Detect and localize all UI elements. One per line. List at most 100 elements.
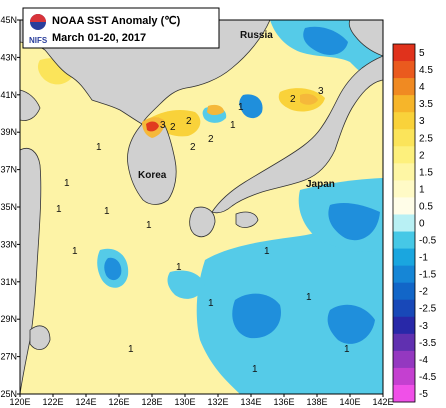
colorbar-label: 4.5 [419,65,433,76]
x-tick-label: 138E [306,397,327,407]
colorbar-label: -4.5 [419,372,437,383]
colorbar-swatch [393,350,415,369]
contour-label: 1 [72,246,78,257]
colorbar-label: 5 [419,48,425,59]
colorbar-label: -2.5 [419,304,437,315]
contour-label: 3 [318,86,324,97]
colorbar-swatch [393,282,415,301]
nifs-logo-red-half [30,14,46,22]
colorbar-label: 1.5 [419,167,433,178]
y-tick-label: 39N [0,127,17,137]
title-box-background [22,7,220,49]
deep-cool-region-north [303,26,348,55]
contour-label: 2 [186,116,192,127]
land-shikoku [235,211,259,228]
y-tick-label: 25N [0,389,17,399]
place-label-russia: Russia [240,30,273,41]
y-tick-label: 27N [0,352,17,362]
colorbar-label: -1 [419,253,428,264]
y-tick-label: 37N [0,165,17,175]
y-tick-label: 41N [0,90,17,100]
colorbar-swatch [393,299,415,318]
hot-anomaly-east-sea-center [207,104,224,115]
colorbar-label: 1 [419,184,425,195]
contour-label: 2 [208,134,214,145]
x-tick-label: 132E [207,397,228,407]
colorbar-label: -1.5 [419,270,437,281]
x-tick-label: 128E [141,397,162,407]
colorbar-label: 0 [419,219,425,230]
colorbar-swatch [393,265,415,284]
title-line-1: NOAA SST Anomaly (℃) [52,15,181,27]
colorbar-label: 0.5 [419,201,433,212]
x-tick-label: 134E [240,397,261,407]
x-tick-label: 126E [108,397,129,407]
contour-label: 1 [128,344,134,355]
colorbar-swatch [393,78,415,96]
colorbar-swatch [393,197,415,215]
y-tick-label: 31N [0,277,17,287]
contour-label: 1 [56,204,62,215]
colorbar-label: 3.5 [419,99,433,110]
y-tick-label: 33N [0,239,17,249]
colorbar-label: -0.5 [419,236,437,247]
colorbar-label: 4 [419,82,425,93]
x-axis-ticks: 120E 122E 124E 126E 128E 130E 132E 134E 136E 138E… [9,394,394,407]
contour-label: 2 [170,122,176,133]
contour-label: 1 [344,344,350,355]
x-tick-label: 130E [174,397,195,407]
colorbar-swatch [393,112,415,130]
contour-label: 1 [176,262,182,273]
deep-cool-region-east [328,202,380,241]
contour-label: 1 [264,246,270,257]
colorbar-swatch [393,333,415,352]
x-tick-label: 122E [42,397,63,407]
y-tick-label: 43N [0,52,17,62]
colorbar-swatch [393,146,415,164]
colorbar-label: 3 [419,116,425,127]
contour-label: 2 [190,142,196,153]
deep-cool-region-south [232,293,281,339]
colorbar-swatch [393,214,415,233]
land-shandong [20,89,41,121]
colorbar-swatch [393,180,415,198]
colorbar-swatch [393,163,415,181]
cool-region-pacific [196,205,383,394]
place-label-korea: Korea [138,170,167,181]
contour-label: 1 [208,298,214,309]
land-hokkaido-sakhalin [348,20,383,57]
colorbar-swatch [393,367,415,386]
colorbar-swatch [393,61,415,79]
nifs-logo: NIFS [29,14,48,45]
colorbar-swatch [393,44,415,62]
title-box: NIFS NOAA SST Anomaly (℃) March 01-20, 2… [22,7,220,49]
contour-labels: 2 2 3 2 1 2 1 1 2 3 1 1 1 1 1 1 1 1 1 1 … [56,86,350,375]
colorbar-label: 2.5 [419,133,433,144]
colorbar-swatch [393,316,415,335]
contour-label: 1 [238,102,244,113]
cool-region-south-of-kyushu [167,270,205,299]
colorbar-label: -3 [419,321,428,332]
colorbar-frame [392,43,416,403]
contour-label: 1 [306,292,312,303]
land-kyushu [189,206,216,238]
x-tick-label: 120E [9,397,30,407]
contour-label: 3 [160,120,166,131]
contour-label: 1 [230,120,236,131]
colorbar: 5 4.5 4 3.5 3 2.5 2 1.5 1 0.5 0 -0.5 -1 -1.5 -2 -2.5 -3 -… [392,43,437,403]
cool-patch-east-sea-1 [239,94,263,119]
x-tick-label: 140E [339,397,360,407]
colorbar-swatch [393,248,415,267]
place-label-japan: Japan [306,179,335,190]
contour-label: 1 [146,220,152,231]
nifs-logo-text: NIFS [29,36,48,45]
contour-label: 2 [290,94,296,105]
contour-label: 1 [104,206,110,217]
land-china-coast [20,148,42,394]
colorbar-label: -5 [419,389,428,400]
hottest-anomaly-coast [146,121,159,132]
land-taiwan [29,325,51,350]
y-tick-label: 35N [0,202,17,212]
contour-label: 1 [96,142,102,153]
